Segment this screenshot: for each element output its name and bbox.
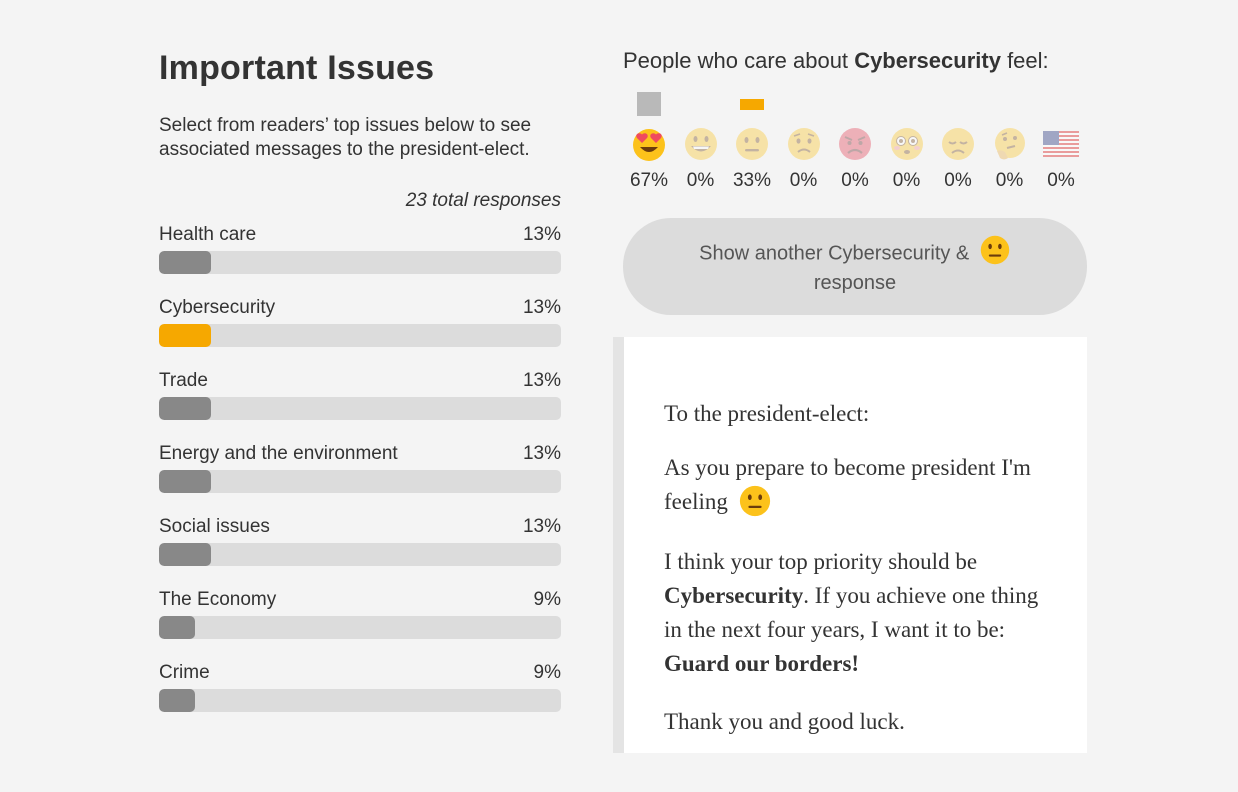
emotion-us-flag[interactable]: 0%	[1037, 92, 1085, 192]
letter-priority-prefix: I think your top priority should be	[664, 548, 978, 574]
issue-bar-track	[159, 616, 561, 639]
feelings-heading-prefix: People who care about	[623, 48, 849, 73]
emotion-percent: 0%	[686, 170, 715, 191]
grinning-emoji-icon	[684, 128, 717, 160]
button-label-suffix: response	[813, 271, 897, 294]
issue-bar-fill	[159, 324, 212, 347]
emotion-percent: 0%	[892, 170, 921, 191]
us-flag-icon	[1043, 131, 1079, 157]
flushed-emoji-icon	[890, 128, 923, 160]
issue-item-social-issues[interactable]: Social issues 13%	[159, 516, 561, 566]
emotion-percent: 0%	[995, 170, 1024, 191]
letter-feeling-paragraph: As you prepare to become president I'm f…	[664, 451, 1047, 521]
issue-label: Crime	[159, 662, 210, 683]
letter-priority-issue: Cybersecurity	[664, 582, 804, 608]
issue-bar-fill	[159, 616, 196, 639]
issue-percent: 13%	[522, 224, 561, 245]
heart-eyes-emoji-icon	[633, 129, 665, 161]
issue-label: Energy and the environment	[159, 443, 398, 464]
emotion-percent: 0%	[1047, 170, 1075, 191]
issue-item-crime[interactable]: Crime 9%	[159, 662, 561, 712]
neutral-emoji-icon	[980, 235, 1010, 264]
issue-percent: 13%	[522, 297, 561, 318]
emotion-percent: 0%	[944, 170, 972, 191]
button-label-prefix: Show another Cybersecurity &	[699, 241, 970, 264]
emotion-angry[interactable]: 0%	[831, 92, 879, 192]
feelings-panel: People who care about Cybersecurity feel…	[623, 44, 1088, 315]
issue-item-health-care[interactable]: Health care 13%	[159, 224, 561, 274]
issue-percent: 13%	[522, 370, 561, 391]
emotion-percent: 0%	[841, 170, 869, 191]
issue-list: Health care 13% Cybersecurity 13% Trade …	[159, 224, 561, 712]
issue-bar-fill	[159, 543, 212, 566]
emotion-percent: 0%	[789, 170, 818, 191]
issue-percent: 13%	[522, 516, 561, 537]
issue-percent: 9%	[533, 589, 561, 610]
emotion-heart-eyes[interactable]: 67%	[625, 92, 673, 192]
worried-emoji-icon	[787, 128, 820, 160]
issue-bar-fill	[159, 689, 196, 712]
feelings-heading-issue: Cybersecurity	[854, 48, 1001, 73]
feelings-heading-suffix: feel:	[1007, 48, 1049, 73]
issue-label: The Economy	[159, 589, 277, 610]
issue-item-cybersecurity[interactable]: Cybersecurity 13%	[159, 297, 561, 347]
emotion-percent: 67%	[629, 170, 669, 191]
angry-emoji-icon	[839, 128, 871, 160]
letter-card: To the president-elect: As you prepare t…	[613, 337, 1087, 753]
letter-priority-mid: . If you achieve one thing in the next f…	[664, 582, 1039, 642]
issue-bar-fill	[159, 397, 212, 420]
neutral-emoji-icon	[736, 128, 768, 160]
letter-wish: Guard our borders!	[664, 650, 860, 676]
show-another-response-button[interactable]: Show another Cybersecurity & response	[623, 218, 1087, 315]
gray-square-marker	[637, 92, 661, 116]
issue-bar-track	[159, 251, 561, 274]
issue-percent: 9%	[533, 662, 561, 683]
issue-label: Social issues	[159, 516, 270, 537]
intro-text: Select from readers’ top issues below to…	[159, 115, 532, 160]
letter-priority-paragraph: I think your top priority should be Cybe…	[664, 545, 1047, 681]
issue-bar-fill	[159, 251, 212, 274]
emotion-disappointed[interactable]: 0%	[934, 92, 982, 192]
emotion-flushed[interactable]: 0%	[883, 92, 931, 192]
emotion-neutral[interactable]: 33%	[728, 92, 776, 192]
emotion-grinning[interactable]: 0%	[677, 92, 725, 192]
issue-bar-track	[159, 543, 561, 566]
issue-bar-track	[159, 689, 561, 712]
issue-label: Cybersecurity	[159, 297, 276, 318]
letter-closing: Thank you and good luck.	[664, 708, 905, 734]
emotion-worried[interactable]: 0%	[780, 92, 828, 192]
issue-item-trade[interactable]: Trade 13%	[159, 370, 561, 420]
issue-bar-track	[159, 397, 561, 420]
issue-percent: 13%	[522, 443, 561, 464]
neutral-emoji-icon	[739, 485, 770, 516]
issue-bar-track	[159, 324, 561, 347]
issue-bar-fill	[159, 470, 212, 493]
feelings-heading: People who care about Cybersecurity feel…	[623, 44, 1088, 78]
issue-bar-track	[159, 470, 561, 493]
issues-panel: Important Issues Select from readers’ to…	[159, 48, 561, 712]
page-title: Important Issues	[159, 49, 435, 87]
letter-greeting: To the president-elect:	[664, 401, 870, 426]
issue-item-economy[interactable]: The Economy 9%	[159, 589, 561, 639]
orange-bar-marker	[740, 99, 764, 110]
issue-label: Trade	[159, 370, 208, 391]
letter-feeling-text: As you prepare to become president I'm f…	[664, 455, 1031, 514]
disappointed-emoji-icon	[942, 128, 974, 160]
emotion-row: 67% 0% 33%	[623, 92, 1085, 192]
emotion-thinking[interactable]: 0%	[986, 92, 1034, 192]
emotion-percent: 33%	[732, 170, 772, 191]
issue-item-energy-environment[interactable]: Energy and the environment 13%	[159, 443, 561, 493]
total-responses: 23 total responses	[405, 190, 561, 211]
issue-label: Health care	[159, 224, 257, 245]
thinking-emoji-icon	[994, 128, 1025, 160]
